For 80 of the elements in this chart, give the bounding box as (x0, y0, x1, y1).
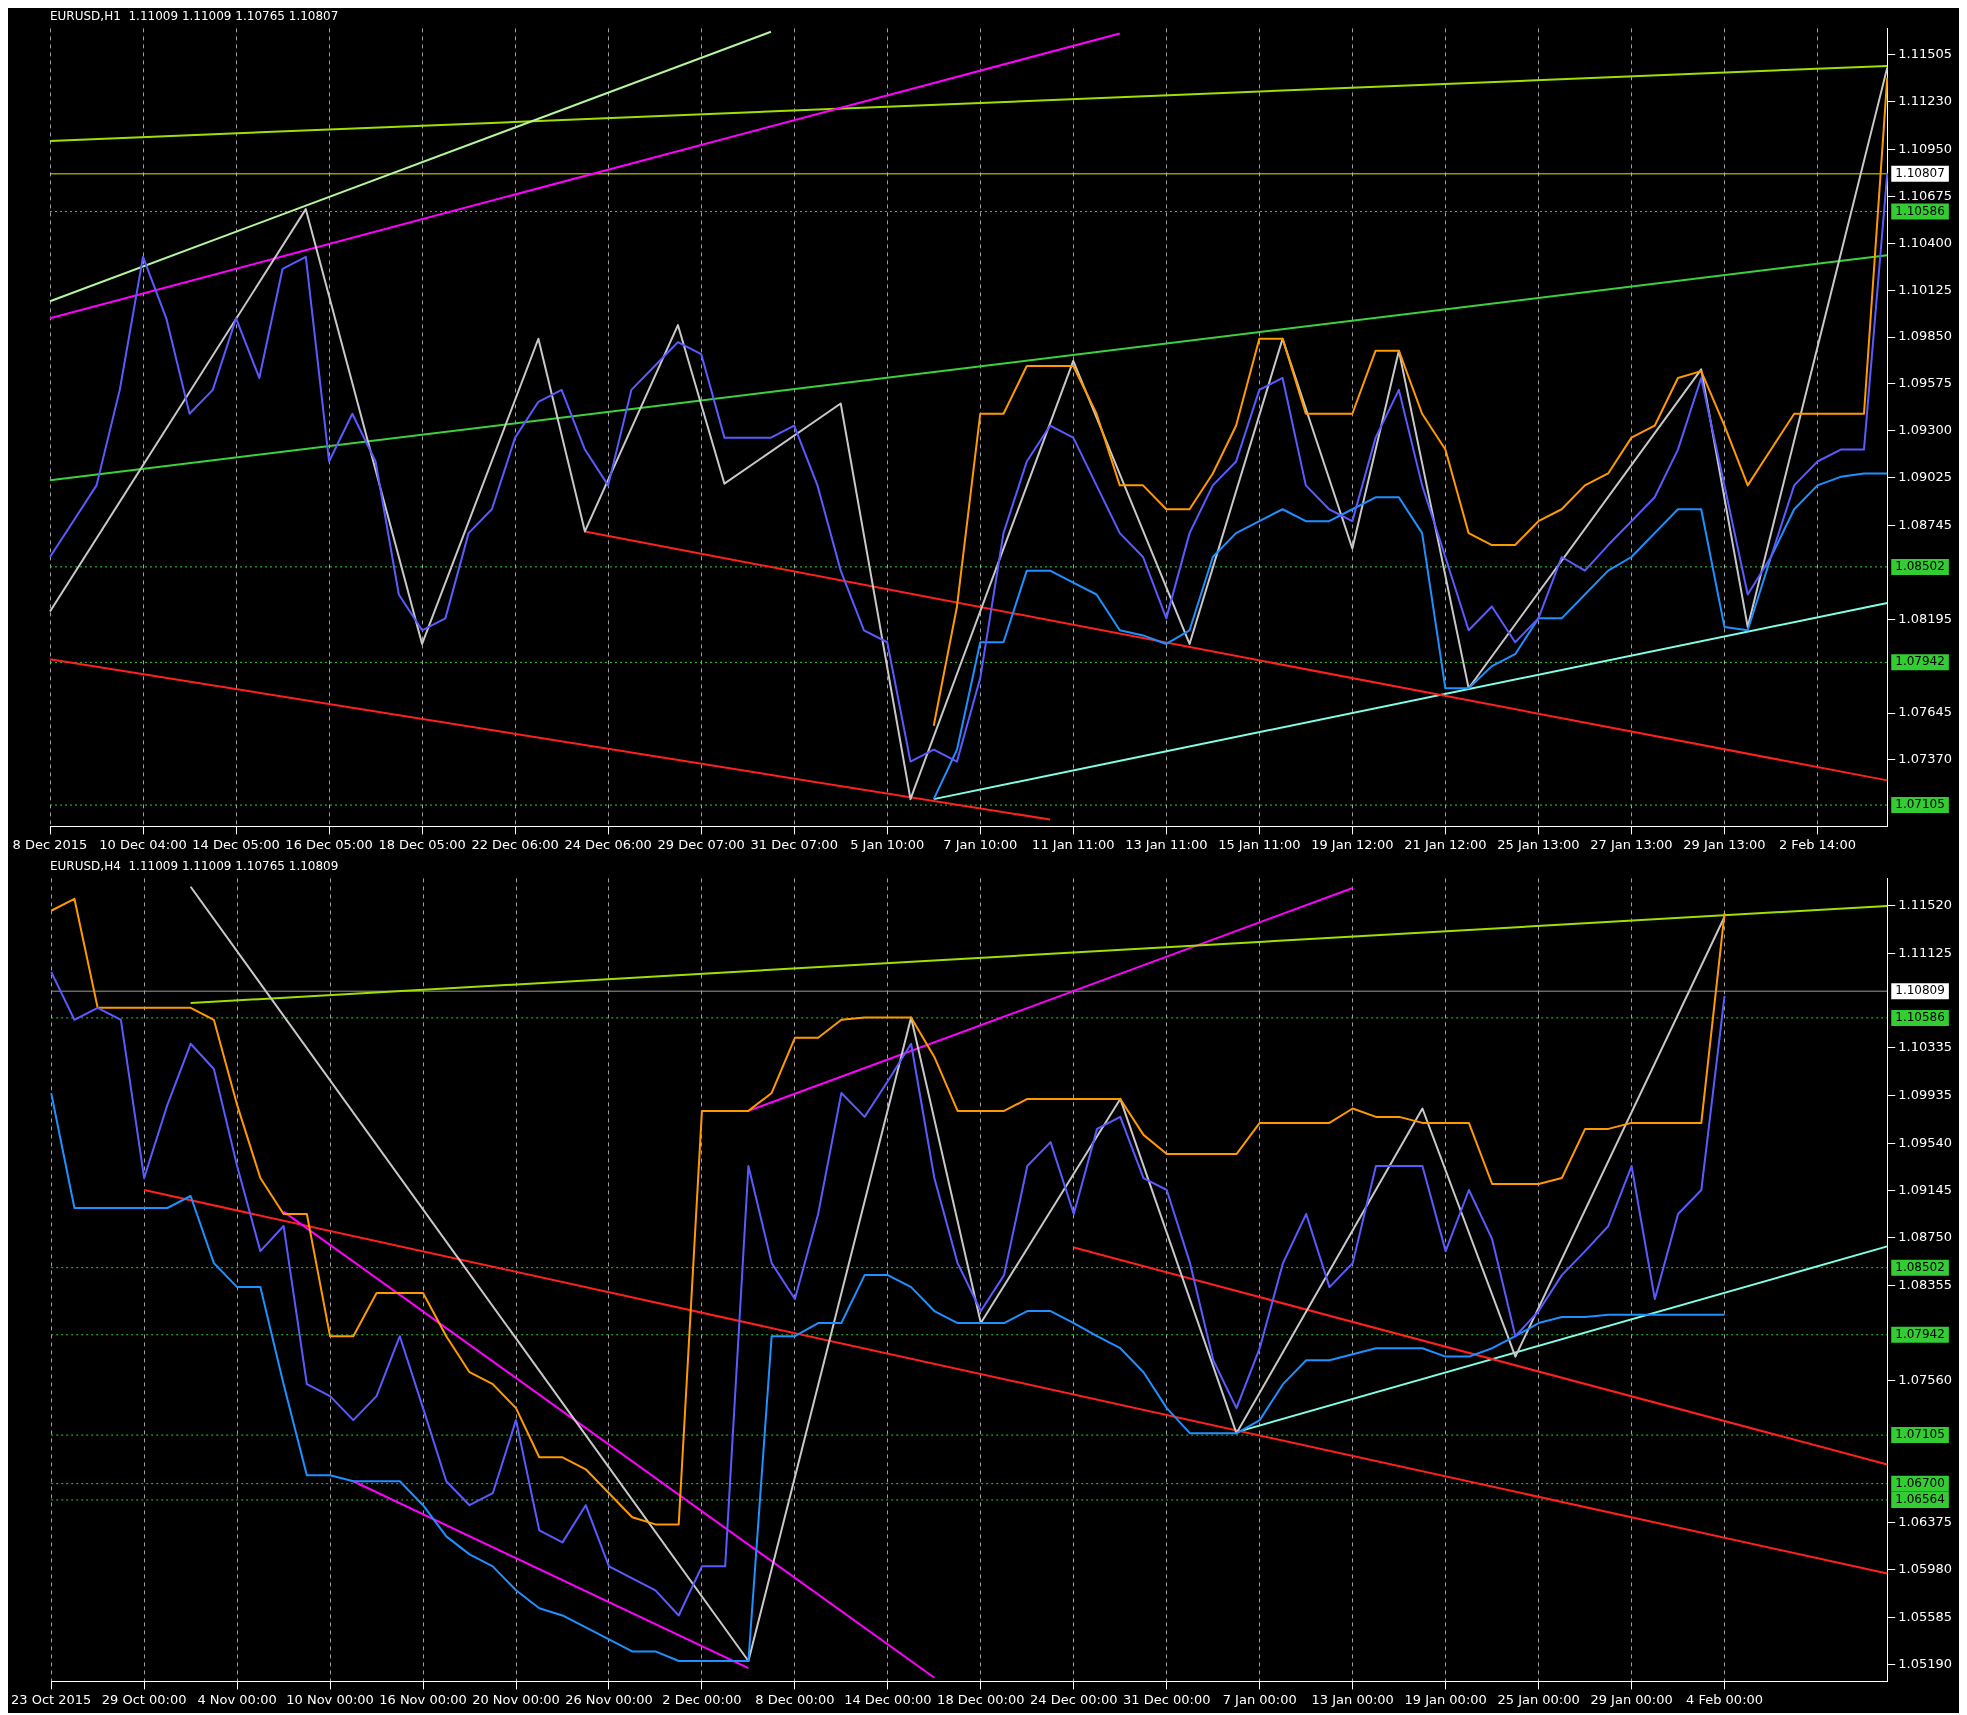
y-tick-label: 1.05980 (1898, 1561, 1953, 1577)
ref-line-label: 1.10586 (1895, 1010, 1945, 1025)
ref-line-label: 1.08502 (1895, 1259, 1945, 1274)
y-tick-label: 1.11230 (1898, 93, 1953, 109)
ref-line-label: 1.07942 (1895, 1326, 1945, 1341)
ref-line-label: 1.08502 (1895, 559, 1945, 573)
y-tick-label: 1.07560 (1898, 1371, 1953, 1387)
y-tick-label: 1.05585 (1898, 1608, 1953, 1624)
x-tick-label: 22 Dec 06:00 (471, 836, 559, 852)
y-tick-label: 1.09025 (1898, 469, 1953, 485)
x-tick-label: 18 Dec 05:00 (378, 836, 466, 852)
y-tick-label: 1.10950 (1898, 140, 1953, 156)
x-tick-label: 29 Jan 13:00 (1683, 836, 1766, 852)
y-tick-label: 1.10400 (1898, 234, 1953, 250)
x-tick-label: 31 Dec 07:00 (750, 836, 838, 852)
x-tick-label: 8 Dec 2015 (12, 836, 88, 852)
x-tick-label: 2 Dec 00:00 (662, 1691, 742, 1707)
x-tick-label: 5 Jan 10:00 (850, 836, 925, 852)
ref-line-label: 1.10807 (1895, 165, 1945, 180)
ref-line-label: 1.06564 (1895, 1492, 1945, 1507)
y-tick-label: 1.08750 (1898, 1229, 1953, 1245)
x-tick-label: 7 Jan 10:00 (943, 836, 1018, 852)
x-tick-label: 13 Jan 00:00 (1311, 1691, 1394, 1707)
x-tick-label: 14 Dec 00:00 (844, 1691, 932, 1707)
y-tick-label: 1.09575 (1898, 375, 1953, 391)
x-tick-label: 19 Jan 12:00 (1311, 836, 1394, 852)
ref-line-label: 1.07105 (1895, 1427, 1945, 1442)
x-tick-label: 20 Nov 00:00 (472, 1691, 560, 1707)
x-tick-label: 29 Dec 07:00 (657, 836, 745, 852)
x-tick-label: 13 Jan 11:00 (1125, 836, 1208, 852)
y-tick-label: 1.07645 (1898, 704, 1953, 720)
ref-line-label: 1.10809 (1895, 983, 1945, 998)
x-tick-label: 16 Nov 00:00 (379, 1691, 467, 1707)
x-tick-label: 10 Nov 00:00 (286, 1691, 374, 1707)
y-tick-label: 1.09850 (1898, 328, 1953, 344)
x-tick-label: 24 Dec 06:00 (564, 836, 652, 852)
chart-title: EURUSD,H4 1.11009 1.11009 1.10765 1.10809 (50, 859, 339, 874)
x-tick-label: 15 Jan 11:00 (1218, 836, 1301, 852)
y-tick-label: 1.10335 (1898, 1039, 1953, 1055)
y-tick-label: 1.08355 (1898, 1276, 1953, 1292)
y-tick-label: 1.05190 (1898, 1656, 1953, 1671)
chart-title: EURUSD,H1 1.11009 1.11009 1.10765 1.10807 (50, 9, 339, 24)
x-tick-label: 23 Oct 2015 (11, 1691, 92, 1707)
y-tick-label: 1.11505 (1898, 46, 1953, 62)
x-tick-label: 25 Jan 00:00 (1497, 1691, 1580, 1707)
y-tick-label: 1.06375 (1898, 1513, 1953, 1529)
x-tick-label: 26 Nov 00:00 (565, 1691, 653, 1707)
x-tick-label: 4 Feb 00:00 (1686, 1691, 1764, 1707)
y-tick-label: 1.08195 (1898, 610, 1953, 626)
y-tick-label: 1.09145 (1898, 1181, 1953, 1197)
y-tick-label: 1.08745 (1898, 516, 1953, 532)
y-tick-label: 1.09540 (1898, 1134, 1953, 1150)
x-tick-label: 24 Dec 00:00 (1030, 1691, 1118, 1707)
y-tick-label: 1.09300 (1898, 422, 1953, 438)
x-tick-label: 16 Dec 05:00 (285, 836, 373, 852)
ref-line-label: 1.10586 (1895, 203, 1945, 218)
x-tick-label: 21 Jan 12:00 (1404, 836, 1487, 852)
y-tick-label: 1.10125 (1898, 281, 1953, 297)
x-tick-label: 31 Dec 00:00 (1123, 1691, 1211, 1707)
x-tick-label: 27 Jan 13:00 (1590, 836, 1673, 852)
x-tick-label: 11 Jan 11:00 (1032, 836, 1115, 852)
y-tick-label: 1.11125 (1898, 944, 1953, 960)
x-tick-label: 29 Jan 00:00 (1590, 1691, 1673, 1707)
y-tick-label: 1.07370 (1898, 751, 1953, 767)
ref-line-label: 1.07105 (1895, 797, 1945, 812)
x-tick-label: 29 Oct 00:00 (101, 1691, 187, 1707)
x-tick-label: 7 Jan 00:00 (1222, 1691, 1297, 1707)
y-tick-label: 1.10675 (1898, 187, 1953, 203)
x-tick-label: 4 Nov 00:00 (197, 1691, 277, 1707)
x-tick-label: 25 Jan 13:00 (1497, 836, 1580, 852)
x-tick-label: 14 Dec 05:00 (192, 836, 280, 852)
ref-line-label: 1.07942 (1895, 654, 1945, 669)
x-tick-label: 8 Dec 00:00 (755, 1691, 835, 1707)
ref-line-label: 1.06700 (1895, 1475, 1945, 1490)
x-tick-label: 10 Dec 04:00 (99, 836, 187, 852)
x-tick-label: 2 Feb 14:00 (1778, 836, 1856, 852)
y-tick-label: 1.09935 (1898, 1087, 1953, 1103)
x-tick-label: 19 Jan 00:00 (1404, 1691, 1487, 1707)
y-tick-label: 1.11520 (1898, 897, 1953, 913)
x-tick-label: 18 Dec 00:00 (937, 1691, 1025, 1707)
